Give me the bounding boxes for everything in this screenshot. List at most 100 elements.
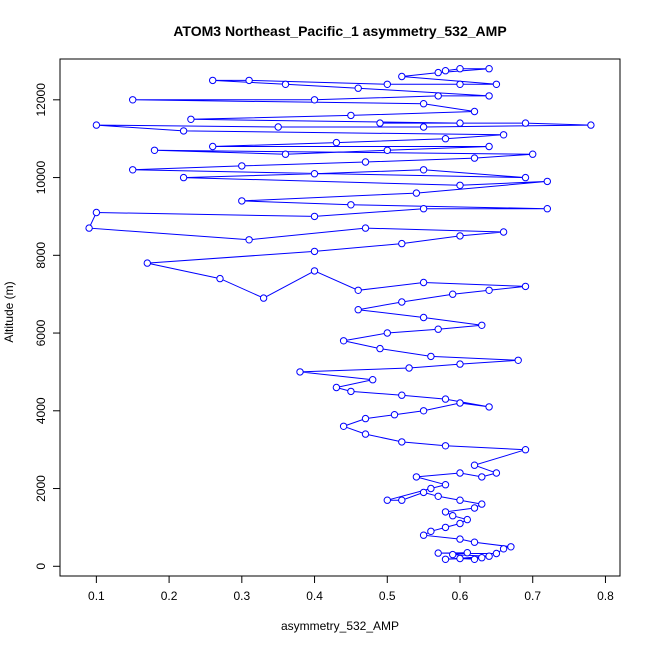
data-point (398, 72, 406, 81)
data-point (427, 352, 435, 361)
y-tick-label: 8000 (34, 242, 48, 269)
data-point (187, 115, 195, 124)
data-point (376, 119, 384, 127)
x-tick-label: 0.1 (88, 589, 105, 603)
data-point (521, 119, 530, 127)
data-point (485, 65, 493, 73)
data-point (209, 142, 217, 151)
data-point (419, 531, 428, 539)
data-point (492, 469, 501, 477)
data-point (456, 496, 464, 504)
data-point (398, 496, 406, 504)
data-point (332, 138, 341, 147)
data-point (376, 344, 384, 353)
data-point (209, 76, 217, 85)
data-point (398, 391, 406, 399)
y-tick-label: 4000 (34, 397, 48, 424)
x-tick-label: 0.7 (524, 589, 541, 603)
y-tick-label: 0 (34, 563, 48, 570)
x-tick-label: 0.2 (161, 589, 178, 603)
data-point (383, 80, 391, 89)
data-point (419, 100, 428, 108)
data-point (412, 473, 421, 481)
data-point (179, 173, 188, 182)
y-tick-label: 12000 (34, 83, 48, 117)
data-point (339, 422, 348, 430)
data-point (281, 80, 290, 89)
data-point (499, 131, 508, 139)
data-point (434, 549, 442, 557)
data-point (492, 549, 501, 558)
data-point (296, 368, 304, 376)
data-point (390, 411, 399, 419)
data-point (463, 549, 471, 557)
data-point (441, 523, 450, 532)
data-point (485, 286, 493, 294)
data-point (129, 166, 137, 174)
data-point (427, 527, 435, 535)
data-point (514, 356, 522, 364)
x-axis-label: asymmetry_532_AMP (281, 619, 399, 633)
data-point (310, 247, 319, 256)
data-point (398, 298, 406, 306)
x-tick-label: 0.5 (379, 589, 396, 603)
x-tick-label: 0.3 (233, 589, 250, 603)
data-point (310, 170, 319, 178)
x-axis: 0.1 0.2 0.3 0.4 0.5 0.6 0.7 0.8 (88, 575, 614, 603)
y-tick-label: 6000 (34, 319, 48, 346)
data-point (441, 395, 450, 403)
data-point (129, 96, 137, 104)
data-point (456, 232, 464, 240)
data-point (238, 162, 246, 170)
data-point (347, 111, 355, 120)
data-point (441, 442, 450, 450)
data-point (92, 121, 101, 129)
data-point (332, 383, 341, 392)
data-point (456, 519, 464, 528)
data-point (449, 512, 457, 520)
data-point (456, 554, 464, 563)
data-point (441, 508, 450, 516)
data-point (441, 67, 450, 75)
data-point (259, 294, 268, 302)
data-point (143, 259, 152, 267)
data-point (478, 554, 486, 562)
data-point (361, 414, 370, 423)
data-point (419, 166, 428, 174)
data-point (441, 135, 450, 143)
data-point (281, 150, 290, 158)
series-points (85, 65, 595, 563)
data-point (419, 123, 428, 131)
data-point (456, 65, 464, 73)
data-point (456, 181, 464, 190)
data-point (587, 121, 595, 129)
data-point (361, 158, 370, 166)
data-point (470, 538, 479, 546)
data-point (427, 484, 435, 493)
y-axis: 0 2000 4000 6000 8000 10000 12000 (34, 83, 60, 570)
data-point (245, 236, 253, 244)
x-tick-label: 0.4 (306, 589, 323, 603)
data-point (354, 286, 362, 294)
plot-area-frame (59, 58, 621, 577)
data-point (463, 515, 471, 524)
data-point (456, 119, 464, 127)
data-point (179, 127, 188, 135)
data-point (85, 224, 93, 232)
data-point (419, 205, 428, 213)
data-point (521, 173, 530, 182)
chart-title: ATOM3 Northeast_Pacific_1 asymmetry_532_… (173, 23, 506, 39)
data-point (434, 325, 442, 333)
data-point (470, 504, 479, 512)
data-point (150, 146, 159, 155)
data-point (238, 197, 246, 205)
data-point (310, 96, 319, 104)
data-point (449, 290, 457, 298)
data-point (478, 321, 486, 329)
x-tick-label: 0.6 (452, 589, 469, 603)
data-point (485, 552, 493, 560)
data-point (92, 208, 101, 217)
data-point (405, 364, 413, 372)
